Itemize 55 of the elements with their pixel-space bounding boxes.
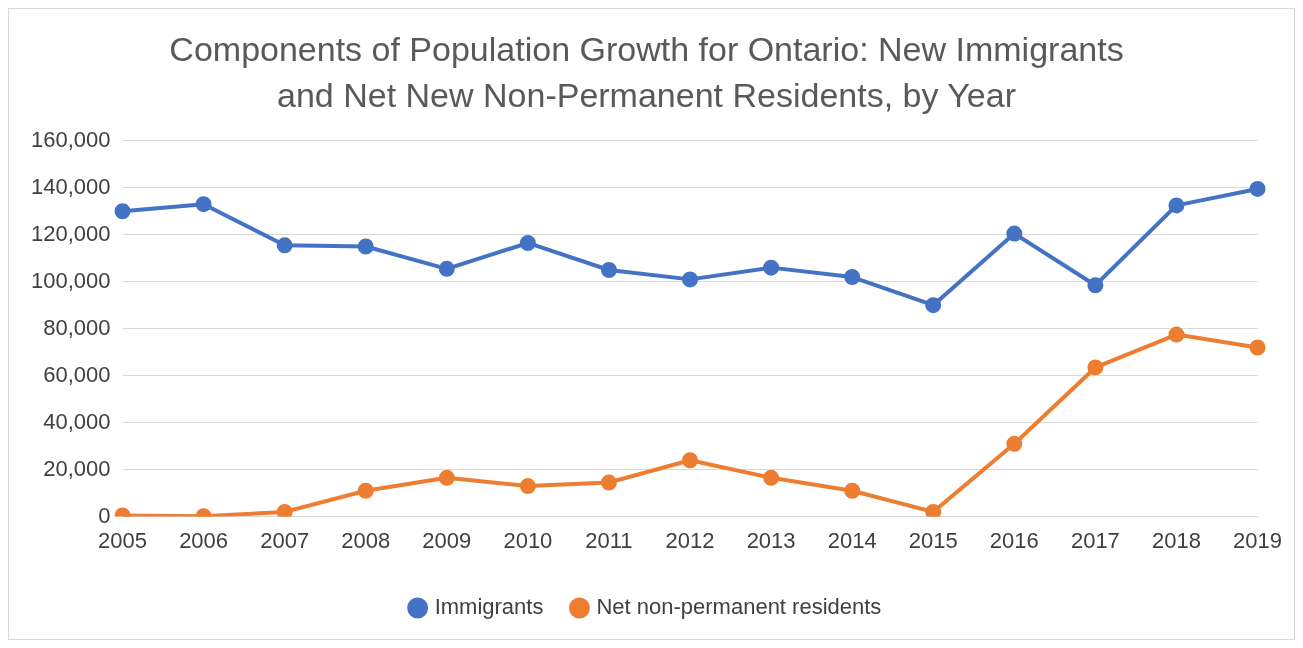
point	[276, 503, 293, 517]
point	[1168, 197, 1185, 214]
y-tick-label: 120,000	[30, 220, 111, 246]
point	[600, 261, 617, 278]
point	[357, 482, 374, 499]
x-tick-label: 2006	[179, 527, 229, 553]
y-tick-label: 80,000	[43, 314, 111, 340]
point	[1006, 225, 1023, 242]
y-tick-label: 140,000	[30, 173, 111, 199]
legend-label: Net non-permanent residents	[596, 594, 882, 620]
point	[682, 452, 699, 469]
point	[519, 478, 536, 495]
x-tick-label: 2014	[827, 527, 877, 553]
x-tick-label: 2019	[1233, 527, 1283, 553]
point	[844, 269, 861, 286]
point	[1249, 339, 1266, 356]
point	[763, 259, 780, 276]
x-tick-label: 2011	[585, 527, 633, 553]
legend-label: Immigrants	[434, 594, 544, 620]
x-tick-label: 2005	[98, 527, 147, 553]
point	[925, 503, 942, 517]
x-tick-label: 2015	[908, 527, 958, 553]
point	[1249, 180, 1266, 197]
point	[1087, 277, 1104, 294]
y-tick-label: 60,000	[43, 361, 111, 387]
point	[1087, 359, 1104, 376]
point	[763, 469, 780, 486]
point	[1006, 435, 1023, 452]
point	[682, 271, 699, 288]
y-tick-label: 0	[98, 502, 111, 528]
point	[925, 297, 942, 314]
point	[1168, 326, 1185, 343]
point	[357, 238, 374, 255]
point	[438, 469, 455, 486]
point	[438, 260, 455, 277]
x-tick-label: 2018	[1151, 527, 1201, 553]
x-tick-label: 2016	[989, 527, 1039, 553]
x-tick-label: 2010	[503, 527, 553, 553]
y-tick-label: 20,000	[43, 455, 111, 481]
point	[519, 234, 536, 251]
point	[195, 196, 212, 213]
point	[600, 474, 617, 491]
point	[276, 237, 293, 254]
y-tick-label: 100,000	[30, 267, 111, 293]
x-tick-label: 2008	[341, 527, 391, 553]
x-tick-label: 2007	[260, 527, 310, 553]
x-tick-label: 2017	[1070, 527, 1120, 553]
point	[114, 203, 131, 220]
x-tick-label: 2013	[746, 527, 796, 553]
y-tick-label: 160,000	[30, 126, 111, 152]
chart-title: Components of Population Growth for Ontario: New Immigrants and Net New Non-Permanent Residents, by Year	[169, 30, 1124, 115]
y-tick-label: 40,000	[43, 408, 111, 434]
x-tick-label: 2009	[422, 527, 472, 553]
x-tick-label: 2012	[665, 527, 715, 553]
point	[844, 482, 861, 499]
